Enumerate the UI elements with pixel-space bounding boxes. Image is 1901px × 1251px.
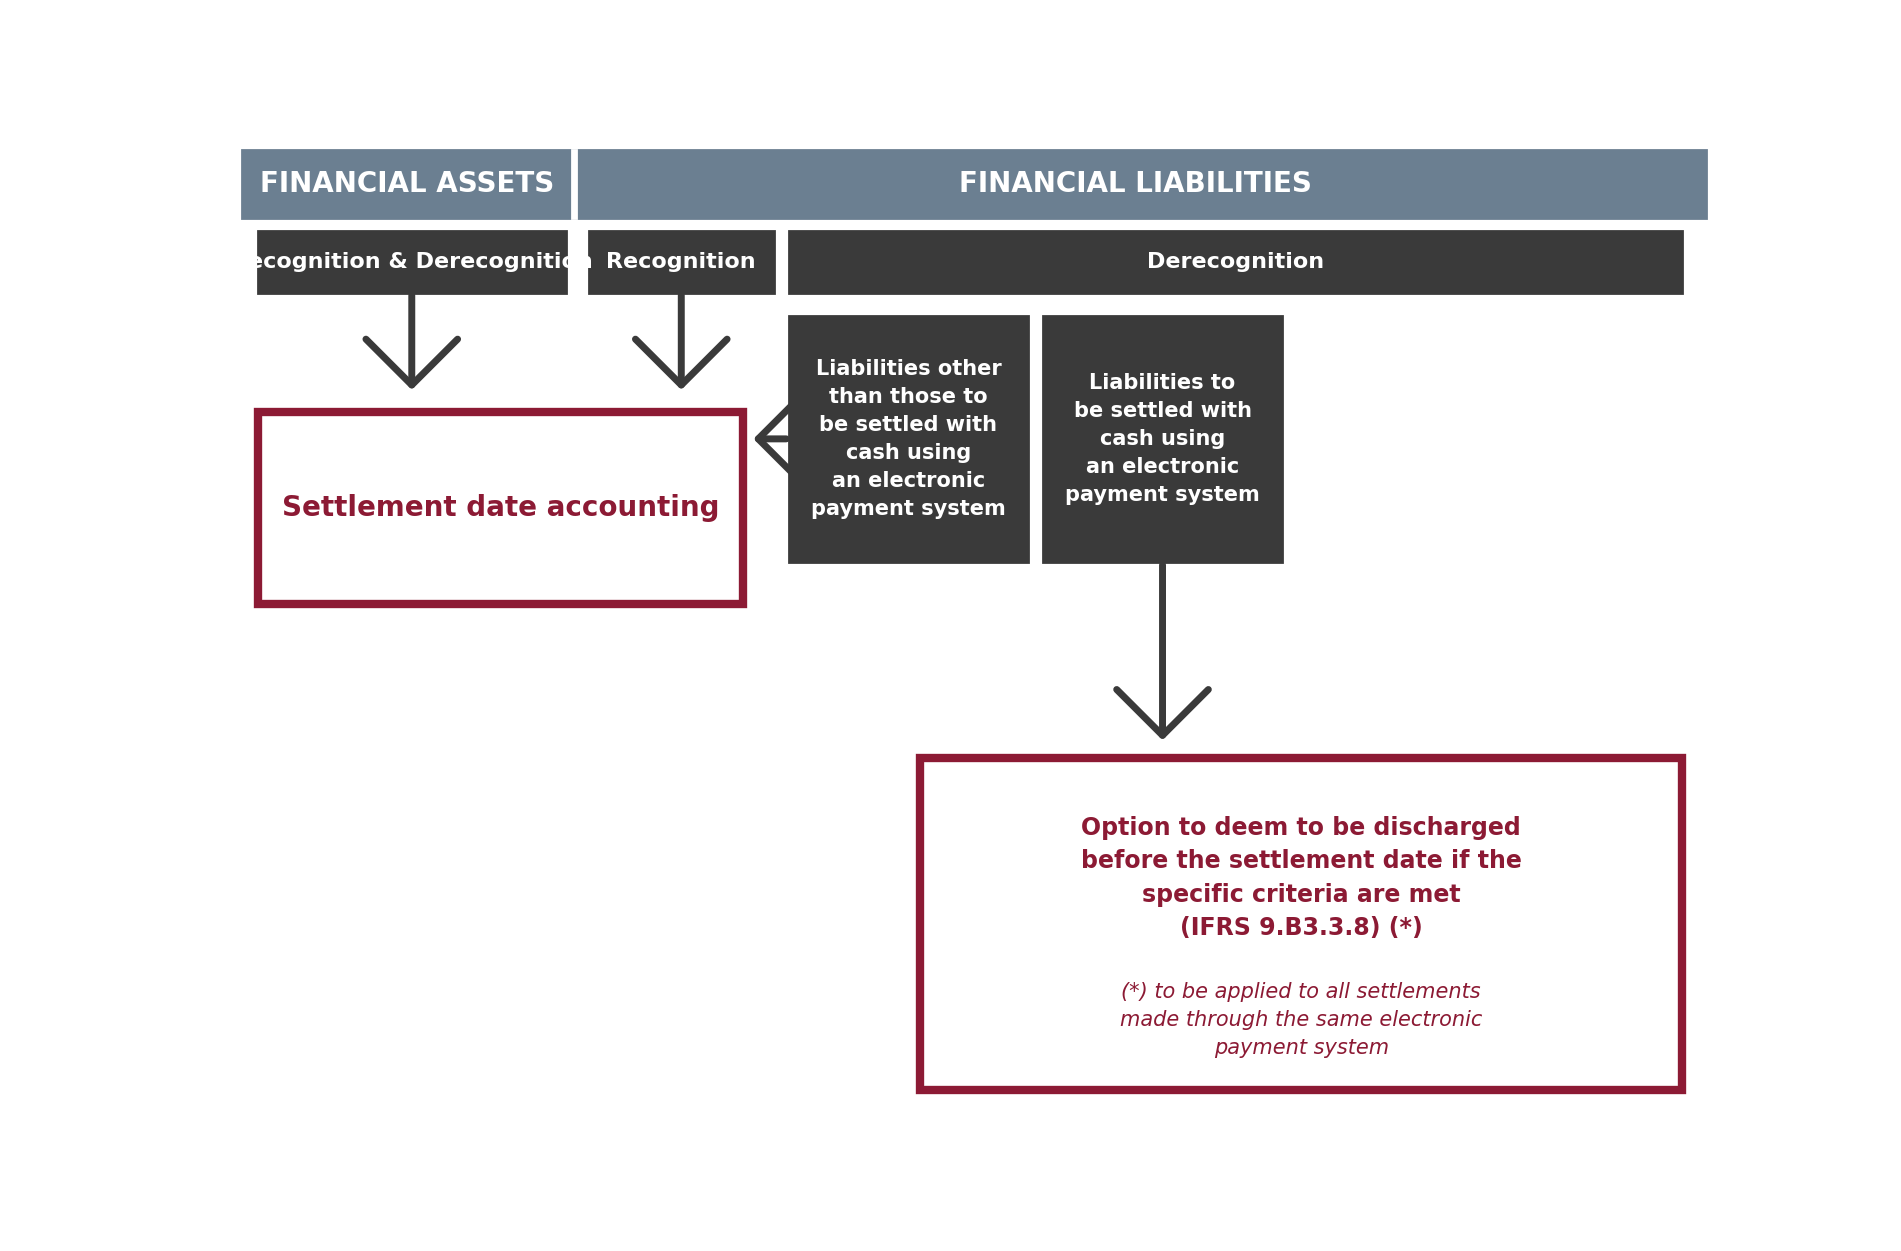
Bar	[572, 150, 576, 218]
Bar	[789, 231, 1682, 293]
Text: Settlement date accounting: Settlement date accounting	[281, 494, 719, 522]
Bar	[1044, 315, 1281, 562]
Bar	[920, 758, 1682, 1090]
Text: Liabilities other
than those to
be settled with
cash using
an electronic
payment: Liabilities other than those to be settl…	[812, 359, 1006, 519]
Text: Liabilities to
be settled with
cash using
an electronic
payment system: Liabilities to be settled with cash usin…	[1065, 373, 1260, 505]
Text: Option to deem to be discharged
before the settlement date if the
specific crite: Option to deem to be discharged before t…	[1080, 816, 1521, 940]
Bar	[259, 231, 566, 293]
Text: FINANCIAL ASSETS: FINANCIAL ASSETS	[260, 170, 555, 198]
Bar	[243, 150, 1705, 218]
Text: FINANCIAL LIABILITIES: FINANCIAL LIABILITIES	[960, 170, 1312, 198]
Bar	[789, 315, 1028, 562]
Text: Derecognition: Derecognition	[1146, 251, 1325, 271]
Bar	[259, 412, 743, 604]
Text: Recognition & Derecognition: Recognition & Derecognition	[230, 251, 593, 271]
Text: Recognition: Recognition	[606, 251, 757, 271]
Bar	[589, 231, 774, 293]
Text: (*) to be applied to all settlements
made through the same electronic
payment sy: (*) to be applied to all settlements mad…	[1120, 982, 1483, 1058]
